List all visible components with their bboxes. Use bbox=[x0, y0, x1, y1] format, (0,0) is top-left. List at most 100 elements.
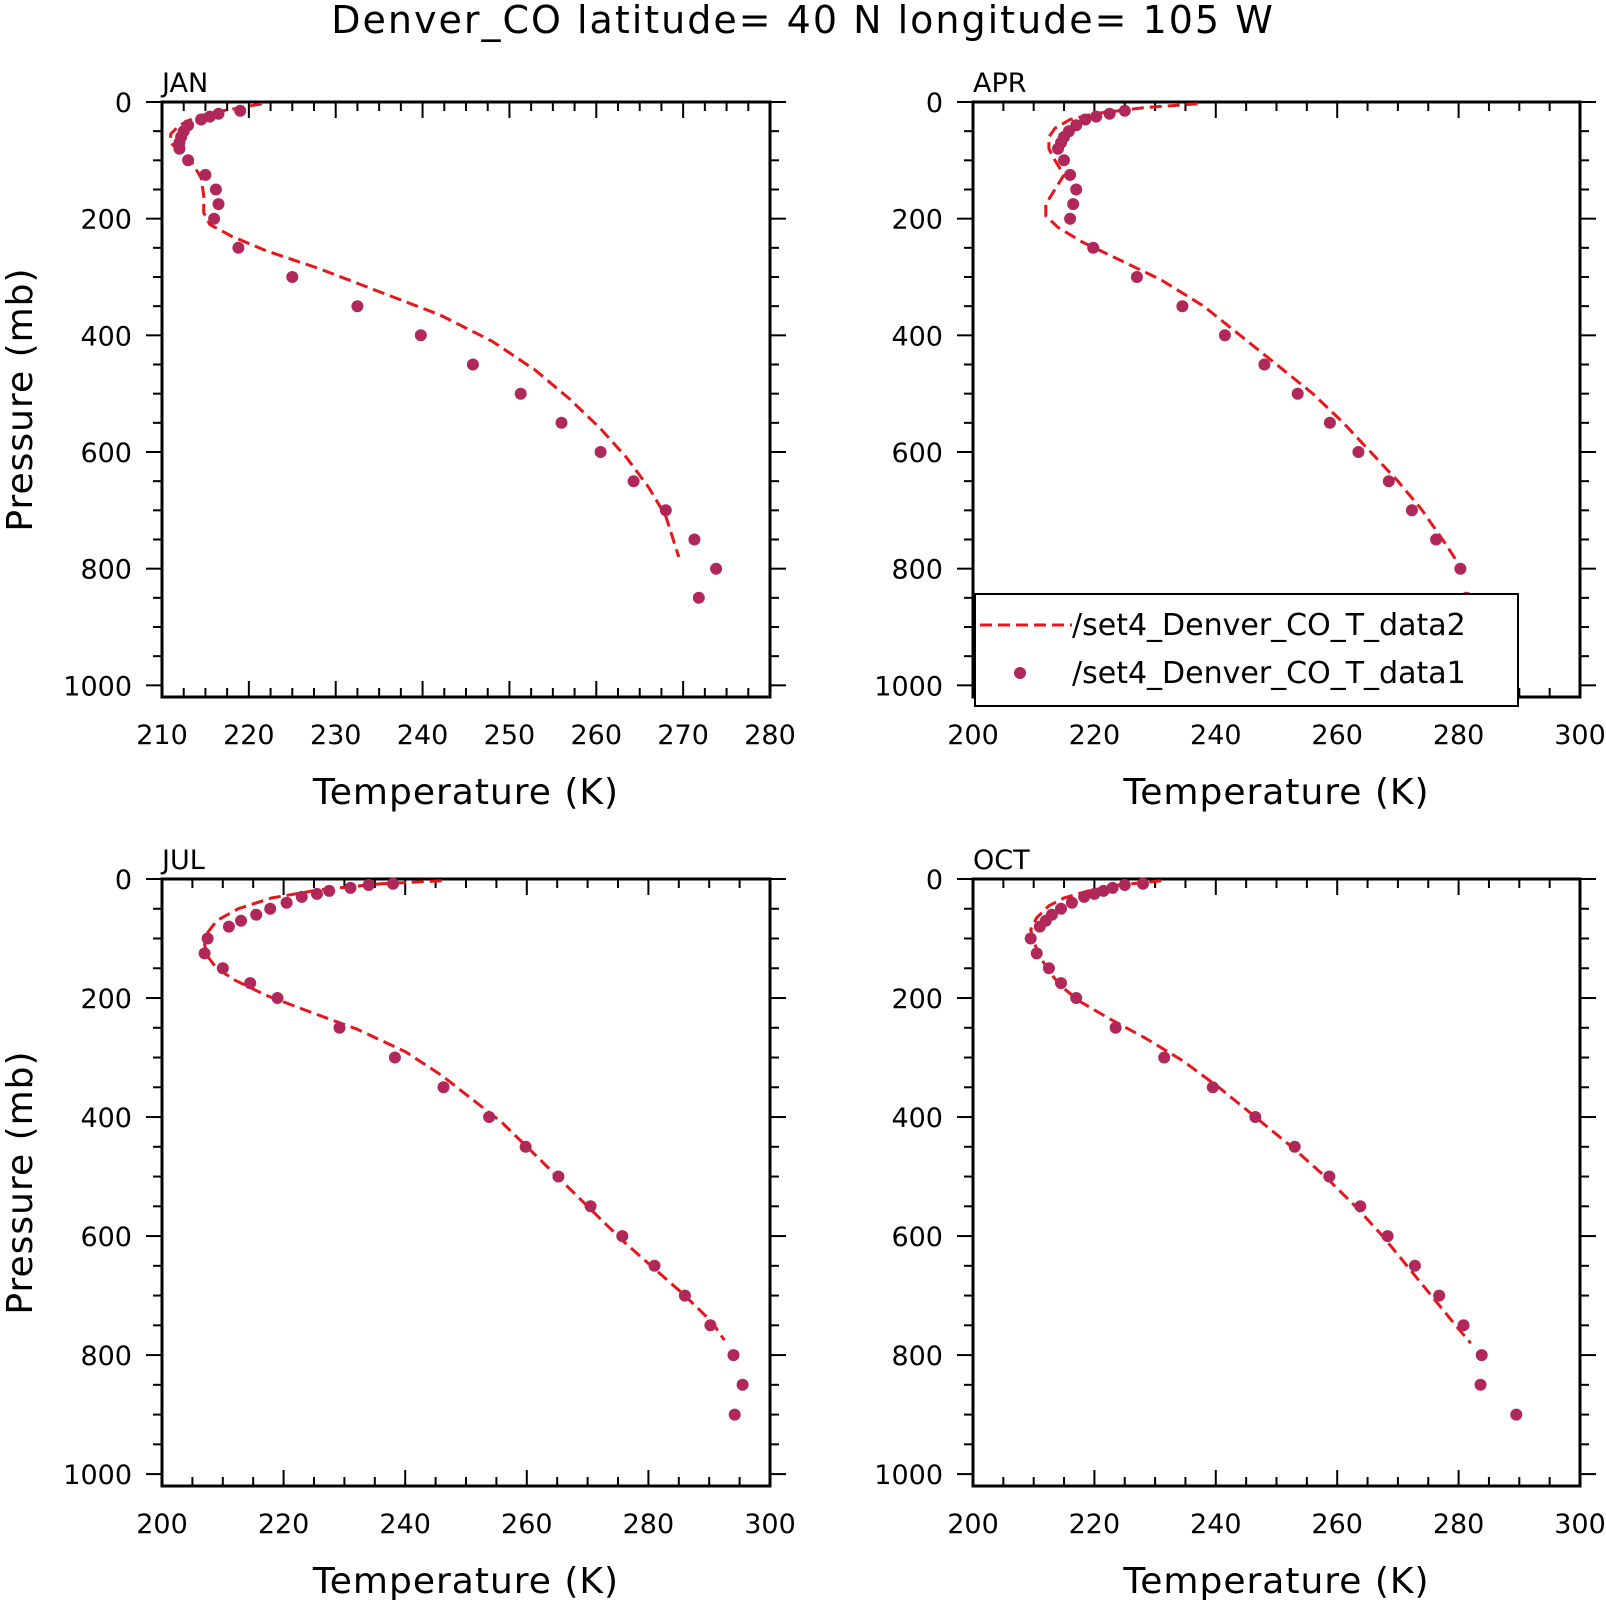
data-point-data1 bbox=[483, 1111, 496, 1123]
y-tick-label: 400 bbox=[80, 1103, 132, 1134]
data-point-data1 bbox=[627, 475, 640, 488]
data-point-data1 bbox=[1118, 104, 1131, 117]
data-point-data1 bbox=[1176, 300, 1189, 313]
panel-apr: 200 220 240 260 280 300 0 200 400 600 800 1000 APR Te… bbox=[874, 68, 1605, 813]
data-point-data1 bbox=[387, 877, 399, 890]
data-point-data1 bbox=[736, 1378, 749, 1391]
data-point-data1 bbox=[1055, 902, 1067, 915]
panel-oct: 200 220 240 260 280 300 0 200 400 600 800 1000 OCT Te… bbox=[874, 845, 1605, 1600]
data-point-data1 bbox=[286, 271, 299, 283]
y-tick-label: 200 bbox=[891, 205, 943, 236]
data-point-data1 bbox=[173, 142, 186, 155]
x-axis-title: Temperature (K) bbox=[312, 772, 619, 813]
x-tick-label: 240 bbox=[397, 720, 449, 751]
x-tick-label: 220 bbox=[223, 720, 275, 751]
x-tick-label: 300 bbox=[1554, 1509, 1606, 1540]
data-point-data1 bbox=[1090, 110, 1103, 123]
data-point-data1 bbox=[519, 1140, 532, 1153]
y-tick-label: 800 bbox=[891, 555, 943, 586]
data-point-data1 bbox=[295, 890, 308, 903]
data-point-data1 bbox=[199, 168, 212, 181]
y-tick-label: 200 bbox=[80, 205, 132, 236]
y-tick-label: 1000 bbox=[874, 1460, 943, 1491]
data-point-data1 bbox=[1097, 884, 1110, 897]
legend: /set4_Denver_CO_T_data2 /set4_Denver_CO_… bbox=[974, 593, 1519, 707]
y-tick-label: 0 bbox=[115, 88, 132, 119]
x-axis-title: Temperature (K) bbox=[312, 1561, 619, 1600]
data-point-data1 bbox=[311, 887, 323, 900]
data-point-data1 bbox=[235, 914, 247, 927]
y-tick-label: 600 bbox=[891, 1222, 943, 1253]
data-point-data1 bbox=[1405, 504, 1418, 517]
x-tick-label: 200 bbox=[947, 720, 999, 751]
data-point-data1 bbox=[594, 446, 607, 458]
data-point-data1 bbox=[414, 329, 427, 342]
x-axis-title: Temperature (K) bbox=[1122, 1561, 1429, 1600]
data-point-data1 bbox=[1024, 932, 1037, 945]
data-point-data1 bbox=[1354, 1200, 1367, 1213]
plot-frame-jul bbox=[160, 877, 772, 1488]
x-tick-label: 220 bbox=[1069, 720, 1121, 751]
data-point-data1 bbox=[1218, 329, 1231, 342]
data-point-data1 bbox=[1067, 198, 1080, 211]
data-point-data1 bbox=[1323, 1170, 1336, 1183]
data-point-data1 bbox=[1323, 416, 1336, 429]
data-point-data1 bbox=[1070, 183, 1083, 196]
data-point-data1 bbox=[728, 1408, 741, 1421]
data-point-data1 bbox=[222, 920, 235, 933]
data-point-data1 bbox=[1058, 154, 1070, 167]
data-point-data1 bbox=[1087, 241, 1100, 254]
x-tick-label: 200 bbox=[136, 1509, 188, 1540]
data-point-data1 bbox=[688, 533, 701, 546]
data-point-data1 bbox=[1088, 887, 1101, 900]
data-point-data1 bbox=[1109, 1021, 1122, 1034]
data-point-data1 bbox=[209, 183, 222, 196]
data-point-data1 bbox=[1130, 271, 1143, 283]
x-tick-label: 210 bbox=[136, 720, 188, 751]
x-tick-label: 280 bbox=[1433, 1509, 1485, 1540]
y-tick-label: 0 bbox=[926, 88, 943, 119]
legend-line-label: /set4_Denver_CO_T_data2 bbox=[1072, 608, 1466, 643]
data-point-data1 bbox=[1457, 1319, 1470, 1332]
x-tick-label: 270 bbox=[657, 720, 709, 751]
data-point-data1 bbox=[201, 932, 214, 945]
x-tick-label: 280 bbox=[1433, 720, 1485, 751]
data-point-data1 bbox=[1070, 992, 1083, 1004]
y-tick-label: 800 bbox=[80, 555, 132, 586]
data-point-data1 bbox=[212, 198, 225, 211]
y-tick-label: 600 bbox=[80, 1222, 132, 1253]
x-tick-label: 220 bbox=[258, 1509, 310, 1540]
data-point-data1 bbox=[1433, 1289, 1446, 1302]
y-tick-label: 1000 bbox=[63, 671, 132, 702]
data-point-data1 bbox=[388, 1051, 401, 1064]
series-line-data2 bbox=[1044, 102, 1463, 570]
data-point-data1 bbox=[704, 1319, 717, 1332]
data-point-data1 bbox=[1352, 446, 1365, 458]
data-point-data1 bbox=[1474, 1378, 1487, 1391]
data-point-data1 bbox=[678, 1289, 691, 1302]
data-point-data1 bbox=[216, 962, 229, 975]
data-point-data1 bbox=[333, 1021, 346, 1034]
data-point-data1 bbox=[555, 416, 568, 429]
data-point-data1 bbox=[1030, 947, 1043, 960]
data-point-data1 bbox=[208, 212, 221, 225]
data-point-data1 bbox=[198, 947, 211, 960]
legend-points-swatch bbox=[1014, 667, 1026, 679]
data-point-data1 bbox=[710, 562, 723, 575]
x-tick-label: 250 bbox=[484, 720, 536, 751]
data-point-data1 bbox=[1079, 113, 1092, 126]
data-point-data1 bbox=[1510, 1408, 1523, 1421]
y-tick-label: 400 bbox=[80, 321, 132, 352]
data-point-data1 bbox=[1475, 1349, 1488, 1362]
series-line-data2 bbox=[203, 879, 726, 1342]
data-point-data1 bbox=[727, 1349, 740, 1362]
x-tick-label: 240 bbox=[1190, 1509, 1242, 1540]
x-tick-label: 230 bbox=[310, 720, 362, 751]
y-tick-label: 800 bbox=[80, 1341, 132, 1372]
y-axis-title: Pressure (mb) bbox=[0, 267, 41, 531]
data-point-data1 bbox=[1078, 890, 1091, 903]
data-point-data1 bbox=[271, 992, 284, 1004]
data-point-data1 bbox=[323, 884, 336, 897]
figure-title: Denver_CO latitude= 40 N longitude= 105 … bbox=[331, 0, 1275, 42]
